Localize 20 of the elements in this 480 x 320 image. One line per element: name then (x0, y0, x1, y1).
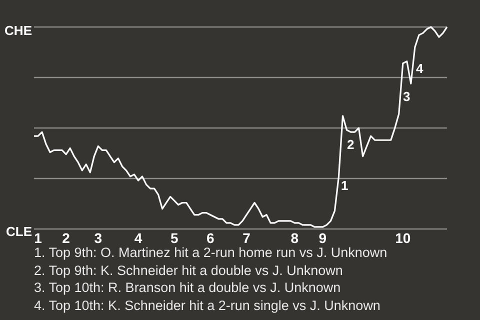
x-tick-label: 1 (34, 230, 42, 246)
x-tick-label: 4 (134, 230, 142, 246)
x-tick-label: 10 (395, 230, 411, 246)
text: 2. Top 9th: K. Schneider hit a double vs J. Unknown (34, 262, 344, 279)
text: 3. Top 10th: R. Branson hit a double vs J. Unknown (34, 279, 342, 296)
x-tick-label: 6 (206, 230, 215, 246)
text: 4. Top 10th: K. Schneider hit a 2-run single vs J. Unknown (34, 296, 382, 314)
x-tick-label: 8 (290, 230, 299, 246)
x-tick-label: 5 (170, 230, 178, 246)
annotation: 1 (341, 178, 348, 193)
x-tick-label: 3 (94, 230, 102, 246)
annotation: 4 (416, 61, 424, 76)
x-tick-label: 2 (62, 230, 70, 246)
x-tick-label: 9 (318, 230, 327, 246)
text: 1. Top 9th: O. Martinez hit a 2-run home run vs J. Unknown (34, 244, 388, 262)
annotation: 3 (403, 89, 410, 104)
x-tick-label: 7 (242, 230, 251, 246)
annotation: 2 (347, 137, 354, 152)
text: CLE (6, 224, 32, 239)
text: CHE (4, 23, 32, 38)
